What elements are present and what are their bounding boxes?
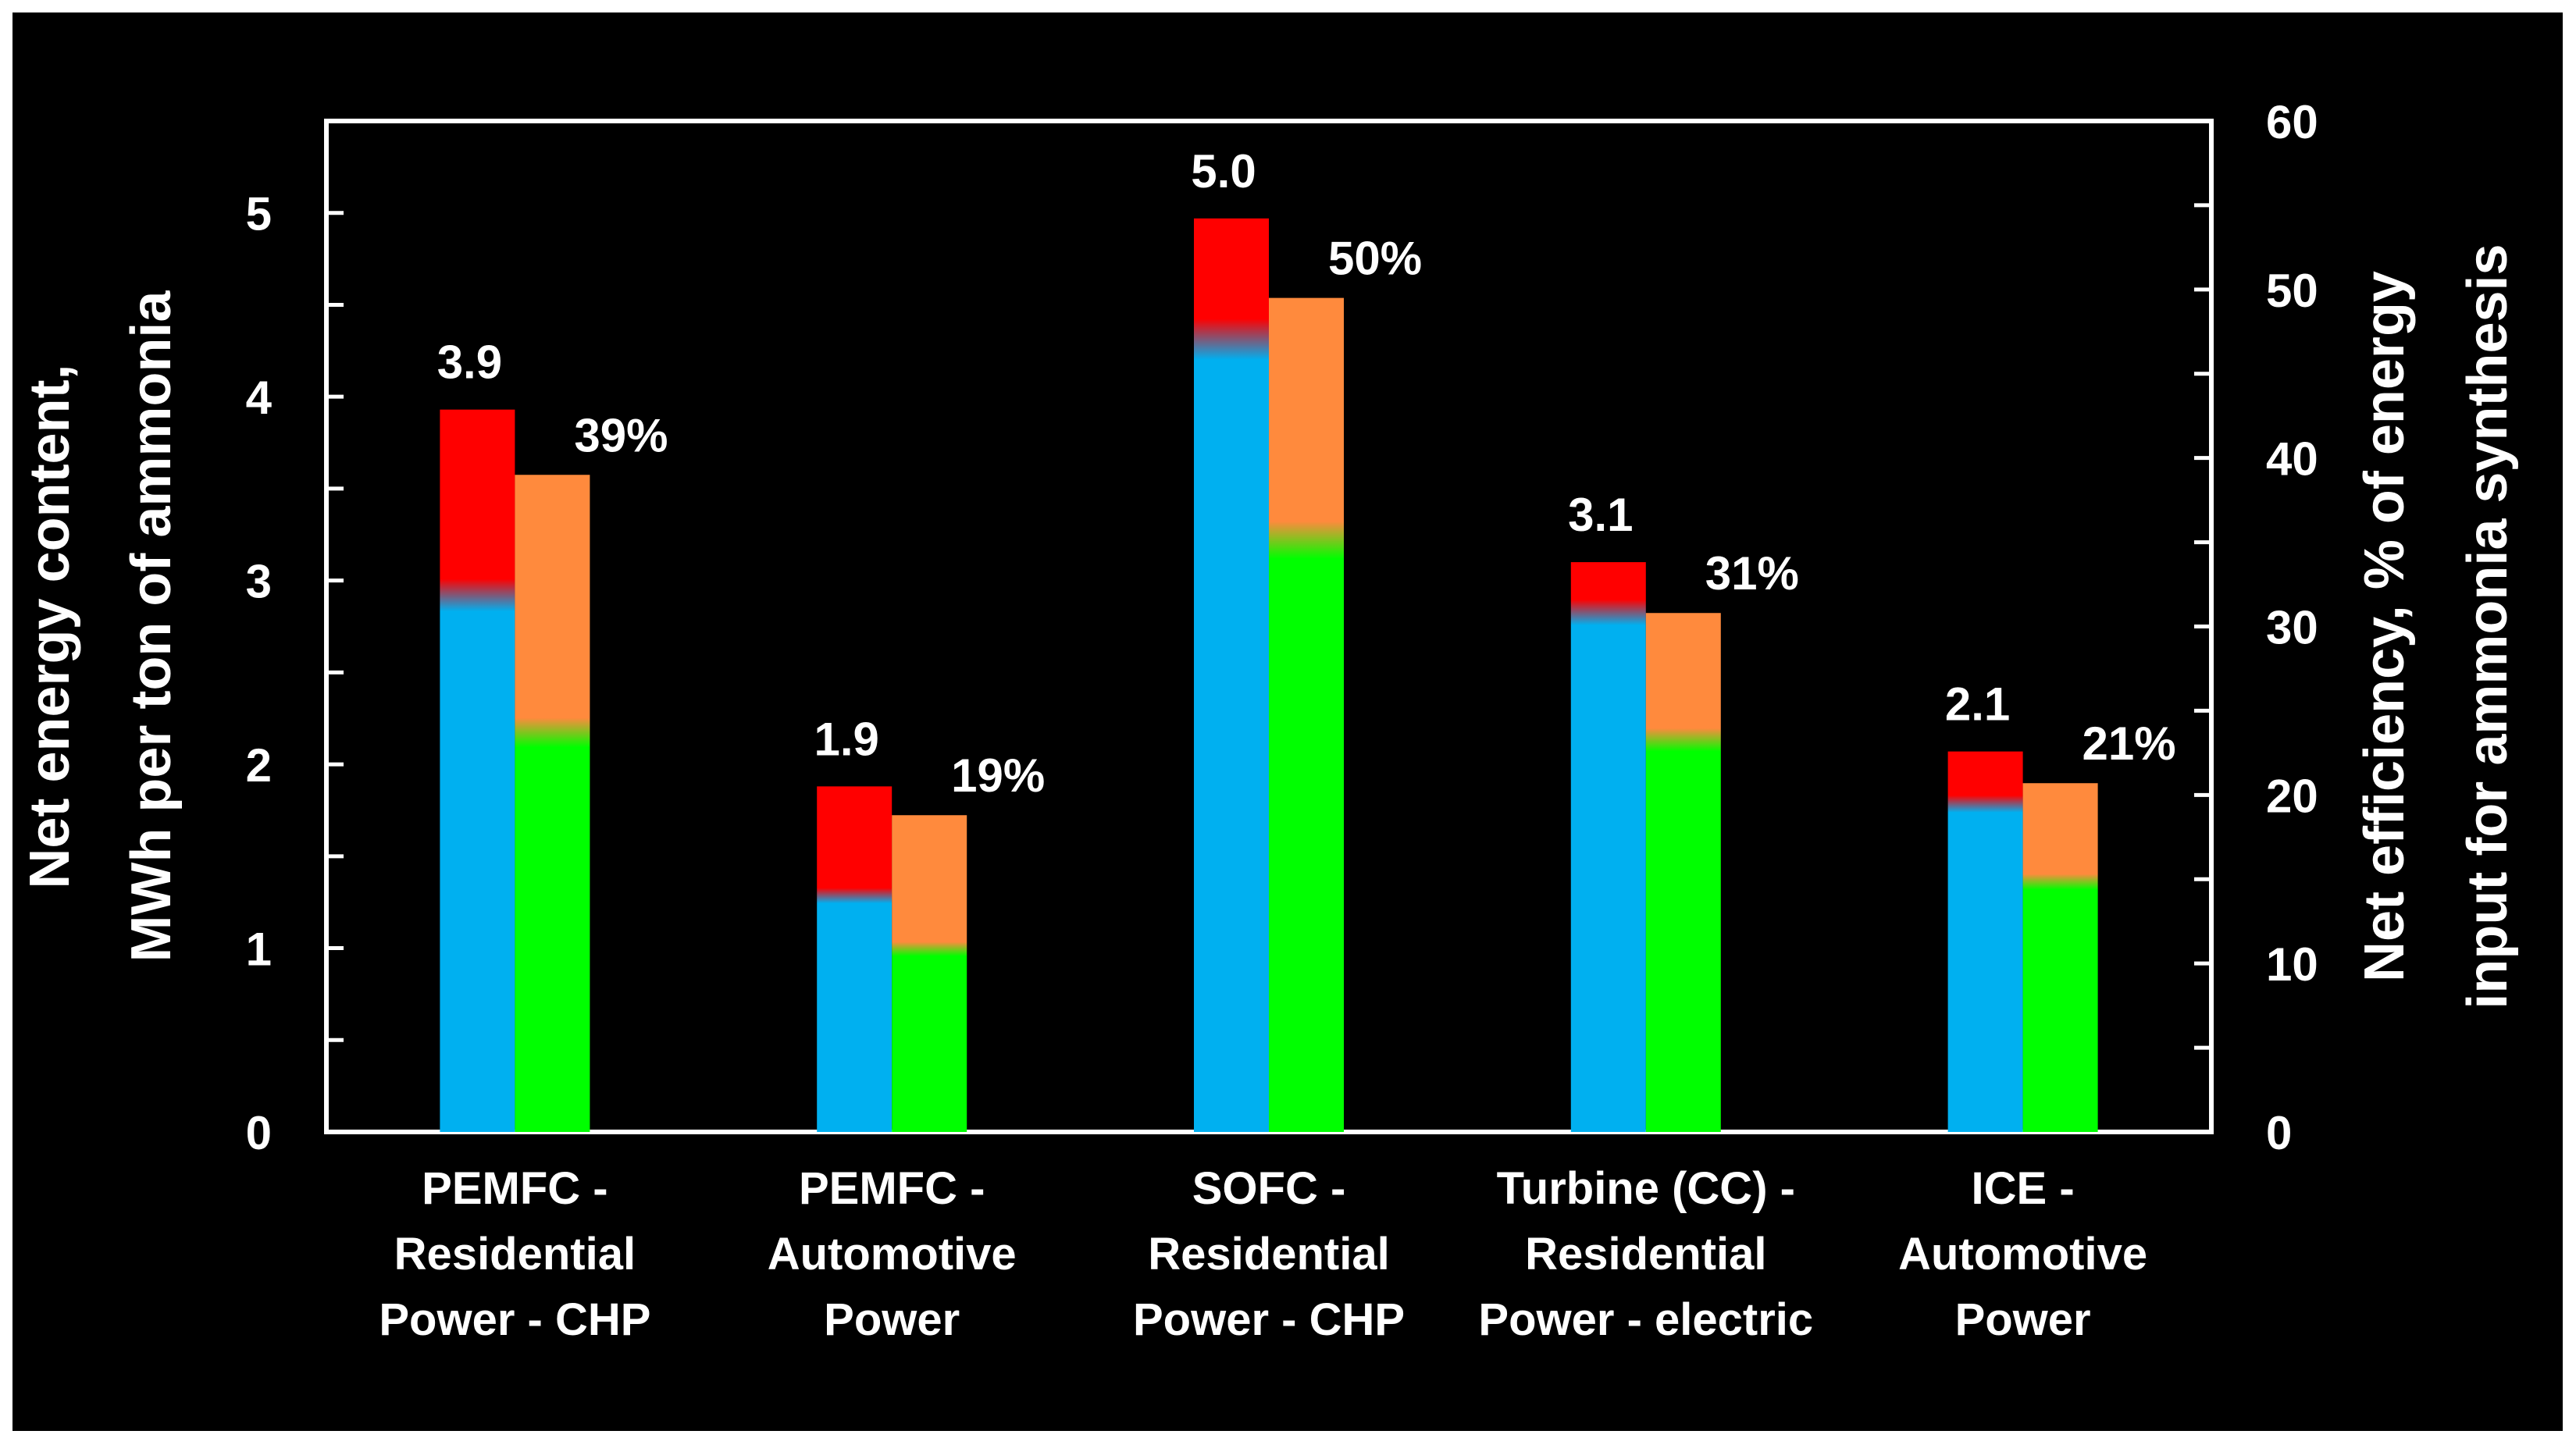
category-label-4: Turbine (CC) - [1497, 1163, 1795, 1214]
data-label-efficiency-4: 31% [1705, 547, 1799, 600]
left-axis-title: MWh per ton of ammonia [120, 290, 183, 963]
left-axis-title: Net energy content, [19, 364, 81, 888]
right-axis: 0 10 20 30 40 50 60 [2194, 96, 2318, 1159]
bars [440, 218, 2098, 1133]
data-label-efficiency-5: 21% [2083, 717, 2176, 770]
category-label-5: Automotive [1898, 1229, 2147, 1280]
data-label-energy-2: 1.9 [814, 713, 878, 765]
category-label-2: PEMFC - [799, 1163, 985, 1214]
data-label-efficiency-3: 50% [1328, 233, 1422, 285]
category-label-4: Power - electric [1478, 1294, 1813, 1345]
bar-energy-2 [817, 786, 893, 1132]
value-labels: 3.9 39% 1.9 19% 5.0 50% 3.1 31% 2.1 21% [437, 145, 2176, 802]
axis-titles: Net energy content, MWh per ton of ammoni… [19, 244, 2519, 1009]
left-tick-label: 2 [246, 739, 272, 792]
left-tick-label: 3 [246, 556, 272, 608]
right-tick-label: 0 [2266, 1107, 2292, 1159]
bar-efficiency-3 [1269, 297, 1344, 1132]
data-label-energy-5: 2.1 [1945, 678, 2010, 731]
bar-energy-1 [440, 409, 515, 1132]
right-tick-label: 60 [2266, 96, 2318, 148]
category-label-1: Residential [394, 1229, 636, 1280]
data-label-energy-4: 3.1 [1568, 489, 1633, 541]
bar-efficiency-4 [1645, 613, 1721, 1132]
left-tick-label: 4 [246, 372, 273, 424]
bar-efficiency-2 [892, 815, 967, 1132]
category-label-1: Power - CHP [379, 1294, 650, 1345]
right-tick-label: 50 [2266, 265, 2318, 317]
bar-energy-5 [1947, 751, 2023, 1132]
data-label-energy-3: 5.0 [1191, 145, 1256, 198]
bar-efficiency-5 [2022, 783, 2098, 1132]
category-label-3: SOFC - [1192, 1163, 1346, 1214]
right-tick-label: 40 [2266, 433, 2318, 486]
data-label-energy-1: 3.9 [437, 336, 502, 389]
left-tick-label: 5 [246, 188, 272, 240]
right-axis-title: Net efficiency, % of energy [2353, 271, 2416, 982]
category-label-1: PEMFC - [422, 1163, 607, 1214]
left-tick-label: 1 [246, 924, 272, 976]
category-label-5: ICE - [1972, 1163, 2075, 1214]
bar-efficiency-1 [515, 475, 590, 1132]
right-axis-title: input for ammonia synthesis [2457, 244, 2519, 1009]
data-label-efficiency-2: 19% [951, 749, 1045, 802]
left-axis: 0 1 2 3 4 5 [246, 119, 344, 1159]
category-label-2: Automotive [768, 1229, 1017, 1280]
right-tick-label: 10 [2266, 938, 2318, 991]
bar-energy-4 [1570, 562, 1646, 1132]
data-label-efficiency-1: 39% [574, 409, 668, 461]
category-label-3: Power - CHP [1133, 1294, 1405, 1345]
right-tick-label: 20 [2266, 770, 2318, 822]
category-label-5: Power [1955, 1294, 2091, 1345]
right-tick-label: 30 [2266, 602, 2318, 654]
category-label-2: Power [824, 1294, 960, 1345]
category-label-4: Residential [1525, 1229, 1766, 1280]
left-tick-label: 0 [246, 1107, 272, 1159]
category-labels: PEMFC - Residential Power - CHP PEMFC - Auto… [379, 1163, 2147, 1345]
bar-energy-3 [1194, 218, 1269, 1133]
category-label-3: Residential [1148, 1229, 1389, 1280]
